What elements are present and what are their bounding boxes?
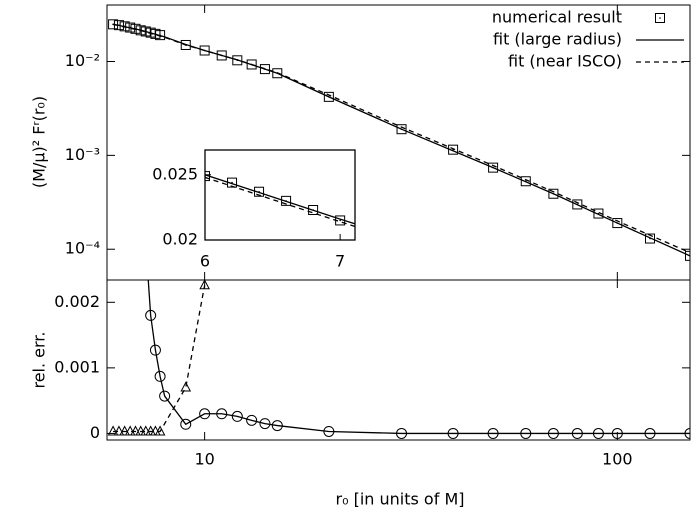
data-point — [199, 408, 211, 420]
y-tick-label: 0.001 — [54, 357, 100, 376]
data-point — [645, 233, 656, 244]
data-point — [644, 427, 656, 439]
data-point — [113, 425, 125, 436]
data-point — [199, 45, 210, 56]
y-tick-label: 0.025 — [152, 164, 198, 183]
data-point — [281, 195, 292, 206]
data-point — [119, 425, 130, 436]
data-point — [520, 176, 531, 187]
data-point — [216, 50, 227, 61]
data-point — [547, 427, 559, 439]
marker-dot — [205, 175, 206, 177]
y-tick-label: 0.02 — [162, 230, 198, 249]
x-tick-label: 6 — [200, 252, 210, 271]
y-tick-label: 0 — [90, 423, 100, 442]
y-axis-label: rel. err. — [30, 331, 49, 388]
data-point — [150, 425, 161, 436]
y-tick-label: 10⁻² — [65, 51, 100, 70]
data-point — [684, 427, 690, 439]
marker-dot — [610, 304, 612, 306]
data-point — [417, 239, 426, 248]
data-point — [254, 186, 265, 197]
data-point — [141, 238, 151, 248]
data-point — [180, 418, 192, 430]
data-point — [108, 19, 119, 30]
series-line — [112, 23, 690, 254]
data-point — [444, 247, 453, 256]
data-point — [396, 427, 408, 439]
data-point — [606, 301, 615, 310]
data-point — [448, 144, 459, 155]
legend-label: fit (large radius) — [493, 30, 622, 49]
data-point — [323, 91, 334, 102]
marker-dot — [420, 243, 422, 245]
data-point — [216, 408, 228, 420]
marker-dot — [393, 235, 395, 237]
y-tick-label: 0.002 — [54, 292, 100, 311]
marker-dot — [447, 251, 449, 253]
data-point — [572, 199, 583, 210]
data-point — [155, 30, 166, 41]
data-point — [390, 232, 399, 241]
data-point — [154, 425, 166, 436]
inset-frame — [204, 149, 356, 241]
data-point — [124, 425, 136, 436]
y-axis-label: (M/μ)² Fʳ(r₀) — [30, 96, 49, 188]
data-point — [232, 55, 243, 66]
data-point — [180, 381, 192, 392]
data-point — [308, 205, 319, 215]
data-point — [149, 344, 161, 356]
x-tick-label: 7 — [335, 252, 345, 271]
data-point — [246, 414, 258, 426]
data-point — [199, 280, 210, 290]
data-point — [180, 39, 191, 50]
x-tick-label: 100 — [602, 450, 633, 469]
data-point — [520, 427, 532, 439]
data-point — [159, 390, 171, 402]
data-point — [107, 425, 119, 436]
data-point — [231, 410, 243, 422]
data-point — [154, 370, 166, 382]
data-point — [447, 427, 459, 439]
data-point — [271, 420, 283, 432]
bottom-frame — [106, 279, 691, 441]
data-point — [363, 224, 372, 233]
data-point — [259, 418, 271, 430]
data-point — [130, 425, 141, 436]
data-point — [548, 188, 559, 199]
y-tick-label: 10⁻³ — [65, 145, 100, 164]
data-point — [488, 162, 499, 173]
data-point — [487, 427, 499, 439]
data-point — [655, 13, 665, 23]
series-line — [147, 280, 690, 435]
data-point — [593, 208, 604, 219]
data-point — [323, 425, 335, 437]
legend-label: numerical result — [492, 8, 622, 27]
series-line — [113, 285, 206, 433]
data-point — [612, 218, 623, 229]
x-tick-label: 10 — [194, 450, 214, 469]
data-point — [246, 59, 257, 70]
data-point — [396, 124, 407, 135]
marker-dot — [366, 227, 368, 229]
data-point — [145, 309, 157, 321]
legend-label: fit (near ISCO) — [508, 52, 622, 71]
marker-dot — [659, 17, 661, 19]
data-point — [611, 427, 623, 439]
data-point — [259, 64, 270, 75]
data-point — [592, 427, 604, 439]
marker-dot — [339, 219, 341, 222]
data-point — [272, 68, 283, 79]
y-tick-label: 10⁻⁴ — [65, 239, 100, 258]
data-point — [685, 250, 690, 261]
data-point — [135, 25, 146, 36]
data-point — [571, 427, 583, 439]
x-axis-label: r₀ [in units of M] — [336, 490, 465, 509]
